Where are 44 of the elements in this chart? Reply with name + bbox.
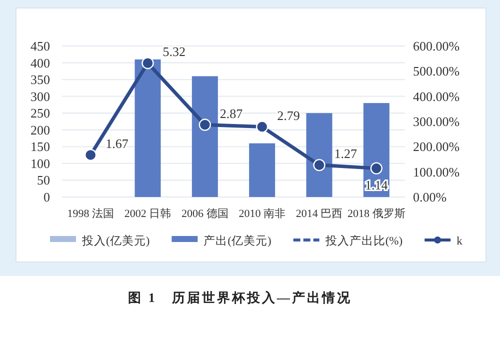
point — [84, 148, 97, 162]
y-tick-label: 50 — [37, 172, 50, 188]
point — [142, 57, 154, 70]
data-label: 2.87 — [220, 106, 244, 121]
point — [198, 118, 212, 131]
x-tick-label: 2002 日韩 — [124, 207, 172, 220]
legend-label: 产出(亿美元) — [204, 234, 272, 248]
data-label: 5.32 — [162, 44, 186, 60]
x-tick-label: 2006 德国 — [182, 208, 228, 220]
y2-tick-label: 100.00% — [413, 164, 460, 180]
x-tick-label: 2014 巴西 — [296, 208, 343, 220]
bar — [306, 113, 332, 197]
legend-label: 投入(亿美元) — [81, 234, 150, 248]
point — [256, 120, 268, 133]
y2-tick-label: 300.00% — [413, 114, 460, 129]
y-tick-label: 450 — [30, 38, 50, 54]
x-tick-label: 2010 南非 — [238, 207, 286, 220]
data-label: 2.79 — [277, 108, 300, 123]
legend-label: k — [456, 236, 463, 248]
y2-tick-label: 200.00% — [413, 139, 460, 154]
y2-tick-label: 500.00% — [413, 64, 460, 79]
y-tick-label: 150 — [30, 139, 50, 154]
data-label: 1.14 — [365, 177, 388, 192]
y2-tick-label: 400.00% — [413, 88, 460, 104]
data-label: 1.67 — [106, 136, 129, 151]
bar — [249, 143, 276, 197]
bar — [134, 59, 161, 197]
y2-tick-label: 600.00% — [413, 38, 460, 54]
data-label: 1.27 — [334, 146, 358, 162]
point — [370, 162, 383, 174]
point — [313, 158, 326, 172]
y-tick-label: 200 — [30, 122, 50, 138]
legend-label: 投入产出比(%) — [324, 234, 403, 248]
y-tick-label: 300 — [30, 88, 50, 104]
y-tick-label: 100 — [30, 156, 50, 171]
bar — [192, 76, 218, 197]
x-tick-label: 1998 法国 — [67, 207, 114, 220]
x-tick-label: 2018 俄罗斯 — [348, 207, 406, 220]
y-tick-label: 250 — [30, 106, 50, 121]
y-tick-label: 0 — [44, 190, 50, 204]
text: 图 1 历届世界杯投入—产出情况 — [128, 290, 352, 305]
y-tick-label: 350 — [30, 72, 50, 88]
y2-tick-label: 0.00% — [413, 190, 447, 204]
y-tick-label: 400 — [30, 55, 50, 70]
